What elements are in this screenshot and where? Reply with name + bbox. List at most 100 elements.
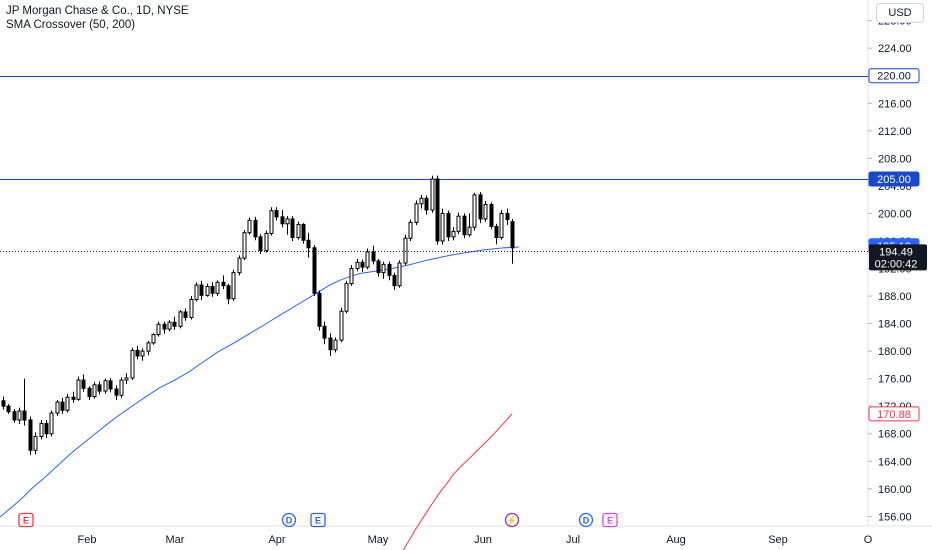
candle[interactable] bbox=[478, 192, 483, 224]
candle[interactable] bbox=[306, 232, 311, 258]
candle[interactable] bbox=[151, 333, 156, 345]
candle[interactable] bbox=[33, 432, 38, 455]
candle[interactable] bbox=[17, 407, 22, 425]
candle[interactable] bbox=[146, 340, 151, 356]
candle[interactable] bbox=[355, 258, 360, 272]
candle[interactable] bbox=[505, 208, 510, 226]
candle[interactable] bbox=[269, 207, 274, 236]
candle[interactable] bbox=[408, 219, 413, 241]
candle[interactable] bbox=[376, 258, 381, 277]
candle[interactable] bbox=[44, 419, 49, 438]
candle[interactable] bbox=[167, 320, 172, 332]
candle[interactable] bbox=[76, 376, 81, 401]
candle[interactable] bbox=[414, 200, 419, 226]
candle[interactable] bbox=[381, 261, 386, 279]
event-marker[interactable]: E bbox=[18, 512, 34, 528]
candle[interactable] bbox=[1, 396, 6, 410]
candle[interactable] bbox=[215, 280, 220, 297]
candle[interactable] bbox=[440, 208, 445, 245]
candle[interactable] bbox=[210, 282, 215, 297]
candle[interactable] bbox=[264, 230, 269, 253]
candle[interactable] bbox=[140, 348, 145, 361]
candle[interactable] bbox=[87, 386, 92, 401]
candle[interactable] bbox=[172, 316, 177, 330]
candle[interactable] bbox=[135, 345, 140, 360]
candle[interactable] bbox=[274, 207, 279, 221]
candle[interactable] bbox=[451, 227, 456, 241]
symbol-title[interactable]: JP Morgan Chase & Co., 1D, NYSE bbox=[6, 5, 189, 17]
candle[interactable] bbox=[285, 216, 290, 235]
candle[interactable] bbox=[92, 382, 97, 399]
candle[interactable] bbox=[55, 400, 60, 416]
candle[interactable] bbox=[467, 213, 472, 237]
candle[interactable] bbox=[371, 245, 376, 265]
candle[interactable] bbox=[312, 245, 317, 297]
candle[interactable] bbox=[108, 377, 113, 393]
candle[interactable] bbox=[183, 308, 188, 321]
event-marker[interactable]: D bbox=[578, 512, 594, 528]
candle[interactable] bbox=[317, 290, 322, 331]
candle[interactable] bbox=[322, 321, 327, 345]
candle[interactable] bbox=[114, 385, 119, 401]
candle[interactable] bbox=[387, 261, 392, 281]
candle[interactable] bbox=[483, 201, 488, 222]
candle[interactable] bbox=[205, 283, 210, 297]
candle[interactable] bbox=[360, 259, 365, 272]
candle[interactable] bbox=[344, 280, 349, 314]
candle[interactable] bbox=[301, 223, 306, 244]
candle[interactable] bbox=[237, 255, 242, 276]
candle[interactable] bbox=[510, 218, 515, 264]
candle[interactable] bbox=[124, 373, 129, 385]
candle[interactable] bbox=[339, 307, 344, 343]
candle[interactable] bbox=[242, 229, 247, 261]
candle[interactable] bbox=[494, 223, 499, 245]
event-marker[interactable]: D bbox=[281, 512, 297, 528]
candle[interactable] bbox=[231, 269, 236, 301]
candle[interactable] bbox=[12, 408, 17, 423]
candle[interactable] bbox=[22, 378, 27, 426]
candle[interactable] bbox=[247, 217, 252, 235]
candle[interactable] bbox=[499, 209, 504, 240]
candle[interactable] bbox=[81, 374, 86, 392]
candle[interactable] bbox=[435, 175, 440, 245]
candle[interactable] bbox=[103, 378, 108, 394]
candle[interactable] bbox=[290, 216, 295, 241]
candle[interactable] bbox=[430, 175, 435, 213]
candle[interactable] bbox=[71, 391, 76, 403]
candle[interactable] bbox=[456, 212, 461, 235]
candle[interactable] bbox=[349, 265, 354, 286]
candle[interactable] bbox=[333, 337, 338, 353]
candle[interactable] bbox=[194, 282, 199, 302]
candle[interactable] bbox=[97, 381, 102, 395]
candle[interactable] bbox=[226, 283, 231, 305]
candle[interactable] bbox=[296, 221, 301, 240]
event-marker[interactable]: E bbox=[602, 512, 618, 528]
candle[interactable] bbox=[328, 333, 333, 356]
candle[interactable] bbox=[462, 213, 467, 239]
currency-button[interactable]: USD bbox=[876, 3, 924, 23]
candle[interactable] bbox=[397, 260, 402, 288]
candle[interactable] bbox=[130, 347, 135, 381]
candle[interactable] bbox=[39, 419, 44, 440]
candle[interactable] bbox=[472, 192, 477, 231]
candle[interactable] bbox=[489, 202, 494, 230]
candle[interactable] bbox=[60, 397, 65, 414]
candle[interactable] bbox=[258, 234, 263, 255]
candle[interactable] bbox=[199, 280, 204, 301]
candle[interactable] bbox=[6, 404, 11, 414]
candle[interactable] bbox=[403, 234, 408, 266]
candle[interactable] bbox=[446, 210, 451, 241]
candle[interactable] bbox=[424, 195, 429, 215]
candle[interactable] bbox=[280, 209, 285, 228]
candle[interactable] bbox=[365, 248, 370, 270]
candle[interactable] bbox=[189, 296, 194, 320]
candle[interactable] bbox=[419, 194, 424, 209]
candle[interactable] bbox=[253, 216, 258, 241]
candle[interactable] bbox=[49, 410, 54, 437]
event-marker[interactable]: ⚡ bbox=[504, 512, 520, 528]
candle[interactable] bbox=[178, 309, 183, 329]
candle[interactable] bbox=[221, 275, 226, 290]
candle[interactable] bbox=[162, 321, 167, 334]
candle[interactable] bbox=[28, 416, 33, 456]
